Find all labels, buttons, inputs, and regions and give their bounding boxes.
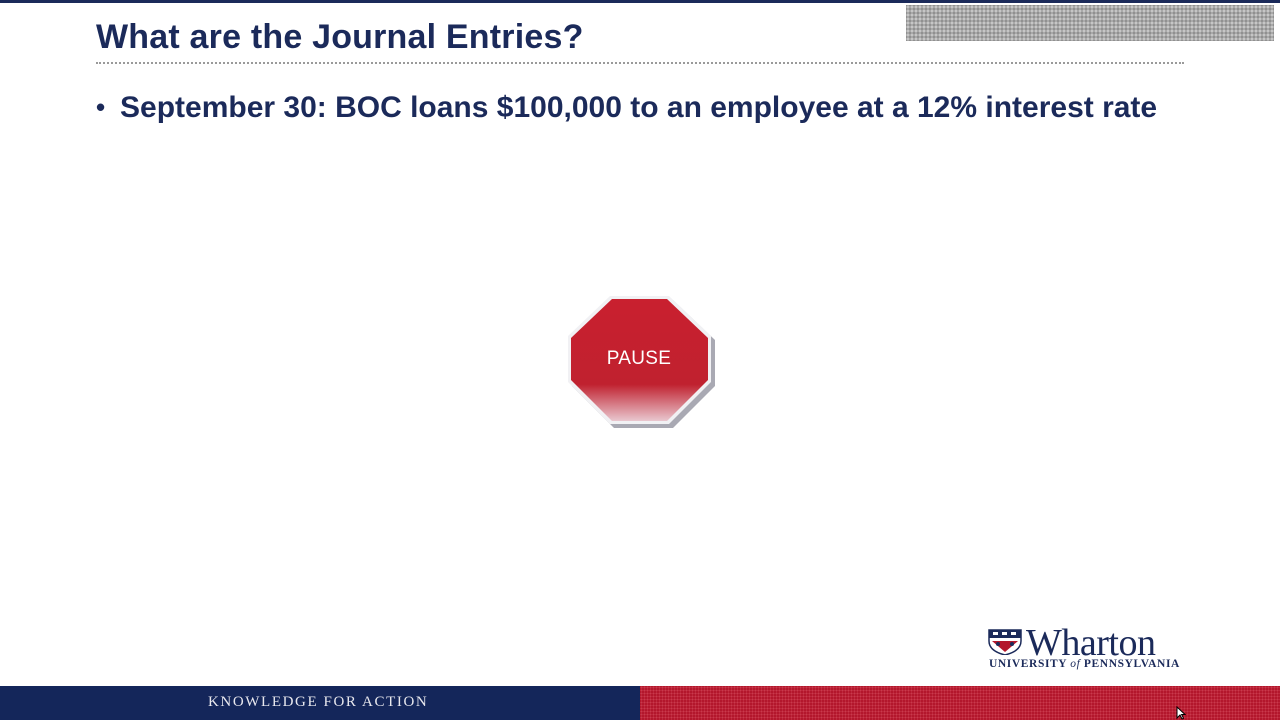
footer-tagline: KNOWLEDGE FOR ACTION [208, 694, 428, 711]
logo-subtitle: UNIVERSITY of PENNSYLVANIA [989, 658, 1180, 670]
university-crest-icon [988, 629, 1022, 655]
pause-label: PAUSE [568, 348, 710, 370]
bullet-marker: • [96, 88, 105, 127]
top-rule [0, 0, 1280, 3]
bullet-item: • September 30: BOC loans $100,000 to an… [96, 88, 1196, 127]
footer-band-left: KNOWLEDGE FOR ACTION [0, 686, 640, 720]
pause-button[interactable]: PAUSE [568, 294, 716, 432]
bullet-text: September 30: BOC loans $100,000 to an e… [120, 91, 1157, 124]
mouse-cursor-icon [1176, 706, 1186, 720]
slide-title: What are the Journal Entries? [96, 18, 584, 57]
header-pattern-decoration [906, 5, 1274, 41]
title-divider [96, 62, 1184, 64]
bullet-list: • September 30: BOC loans $100,000 to an… [96, 88, 1196, 127]
wharton-logo: Wharton UNIVERSITY of PENNSYLVANIA [988, 627, 1192, 675]
